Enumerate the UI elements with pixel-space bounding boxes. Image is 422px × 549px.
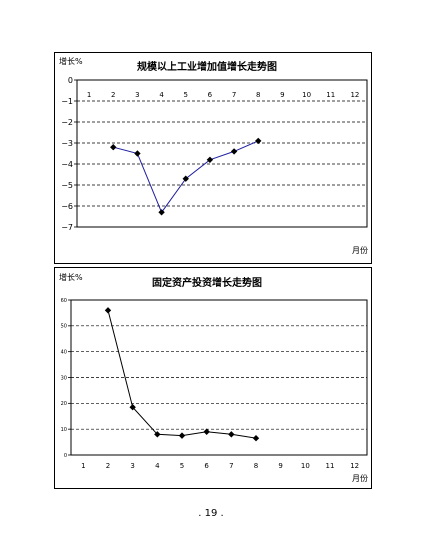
chart2-y-tick-label: 40: [61, 349, 67, 355]
chart2-data-point: [228, 431, 235, 438]
chart1-y-tick-label: −3: [61, 139, 73, 148]
chart1-y-axis-label: 增长%: [59, 56, 83, 66]
chart2-x-tick-label: 12: [350, 462, 359, 470]
chart1-x-axis-label: 月份: [352, 245, 368, 255]
chart1-y-tick-label: −2: [61, 118, 73, 127]
chart2-data-point: [154, 431, 161, 438]
chart2-data-point: [129, 404, 136, 411]
chart2-data-point: [203, 428, 210, 435]
chart2-y-tick-label: 0: [64, 453, 67, 459]
chart2-x-tick-label: 5: [180, 462, 184, 470]
chart2-x-tick-label: 10: [301, 462, 310, 470]
chart1-x-tick-label: 9: [280, 91, 284, 99]
chart2-x-tick-label: 1: [81, 462, 85, 470]
chart2-data-point: [104, 307, 112, 314]
chart1-data-point: [206, 156, 214, 163]
chart1-data-point: [230, 148, 238, 155]
chart1-x-tick-label: 4: [159, 91, 164, 99]
chart2-y-tick-label: 50: [61, 324, 67, 330]
chart2-data-point: [178, 432, 186, 439]
chart1-data-point: [110, 144, 117, 151]
chart-fixed-asset-investment: 固定资产投资增长走势图 增长% 月份 0 10 20 30 40 50 60 1 2 3 4 5 6 7 8 9 10…: [54, 267, 372, 489]
chart2-x-tick-label: 4: [155, 462, 160, 470]
chart2-x-axis-label: 月份: [352, 473, 368, 483]
chart1-x-tick-label: 2: [111, 91, 115, 99]
chart2-y-tick-label: 10: [61, 427, 67, 433]
chart2-y-tick-label: 60: [61, 298, 67, 304]
chart2-x-tick-label: 9: [278, 462, 282, 470]
chart1-x-tick-label: 7: [232, 91, 236, 99]
chart1-data-point: [255, 137, 262, 145]
chart2-x-tick-label: 11: [326, 462, 335, 470]
chart1-data-point: [134, 150, 141, 157]
chart1-y-tick-label: −4: [61, 160, 73, 169]
chart1-data-point: [182, 175, 189, 182]
chart1-data-point: [158, 209, 165, 216]
chart2-data-point: [252, 435, 260, 442]
chart-industrial-growth: 规模以上工业增加值增长走势图 增长% 月份 0 −1 −2 −3 −4 −5 −6 −7 1 2 3 4 5 6…: [54, 52, 372, 264]
chart1-x-tick-label: 12: [350, 91, 359, 99]
chart1-y-tick-label: 0: [68, 76, 73, 85]
chart1-y-tick-label: −7: [61, 223, 73, 232]
chart1-x-tick-label: 1: [87, 91, 91, 99]
page-number: . 19 .: [198, 508, 224, 519]
chart1-x-tick-label: 6: [208, 91, 213, 99]
chart2-x-tick-label: 3: [130, 462, 134, 470]
chart1-x-tick-label: 10: [302, 91, 311, 99]
chart2-y-tick-label: 20: [61, 401, 67, 407]
chart2-x-tick-label: 2: [106, 462, 110, 470]
chart2-y-axis-label: 增长%: [59, 272, 83, 282]
chart2-x-tick-label: 8: [254, 462, 258, 470]
chart2-y-tick-label: 30: [61, 375, 67, 381]
chart1-y-tick-label: −6: [61, 202, 73, 211]
chart1-y-tick-label: −1: [61, 97, 73, 106]
chart1-y-tick-label: −5: [61, 181, 73, 190]
chart1-x-tick-label: 8: [256, 91, 260, 99]
chart1-x-tick-label: 5: [184, 91, 188, 99]
chart1-x-tick-label: 11: [326, 91, 335, 99]
chart2-series-line: [107, 310, 257, 439]
chart2-title: 固定资产投资增长走势图: [152, 276, 262, 289]
chart2-x-tick-label: 6: [204, 462, 209, 470]
chart1-plot-area: [76, 79, 368, 228]
chart1-title: 规模以上工业增加值增长走势图: [137, 60, 277, 73]
chart1-x-tick-label: 3: [135, 91, 139, 99]
chart2-x-tick-label: 7: [229, 462, 233, 470]
